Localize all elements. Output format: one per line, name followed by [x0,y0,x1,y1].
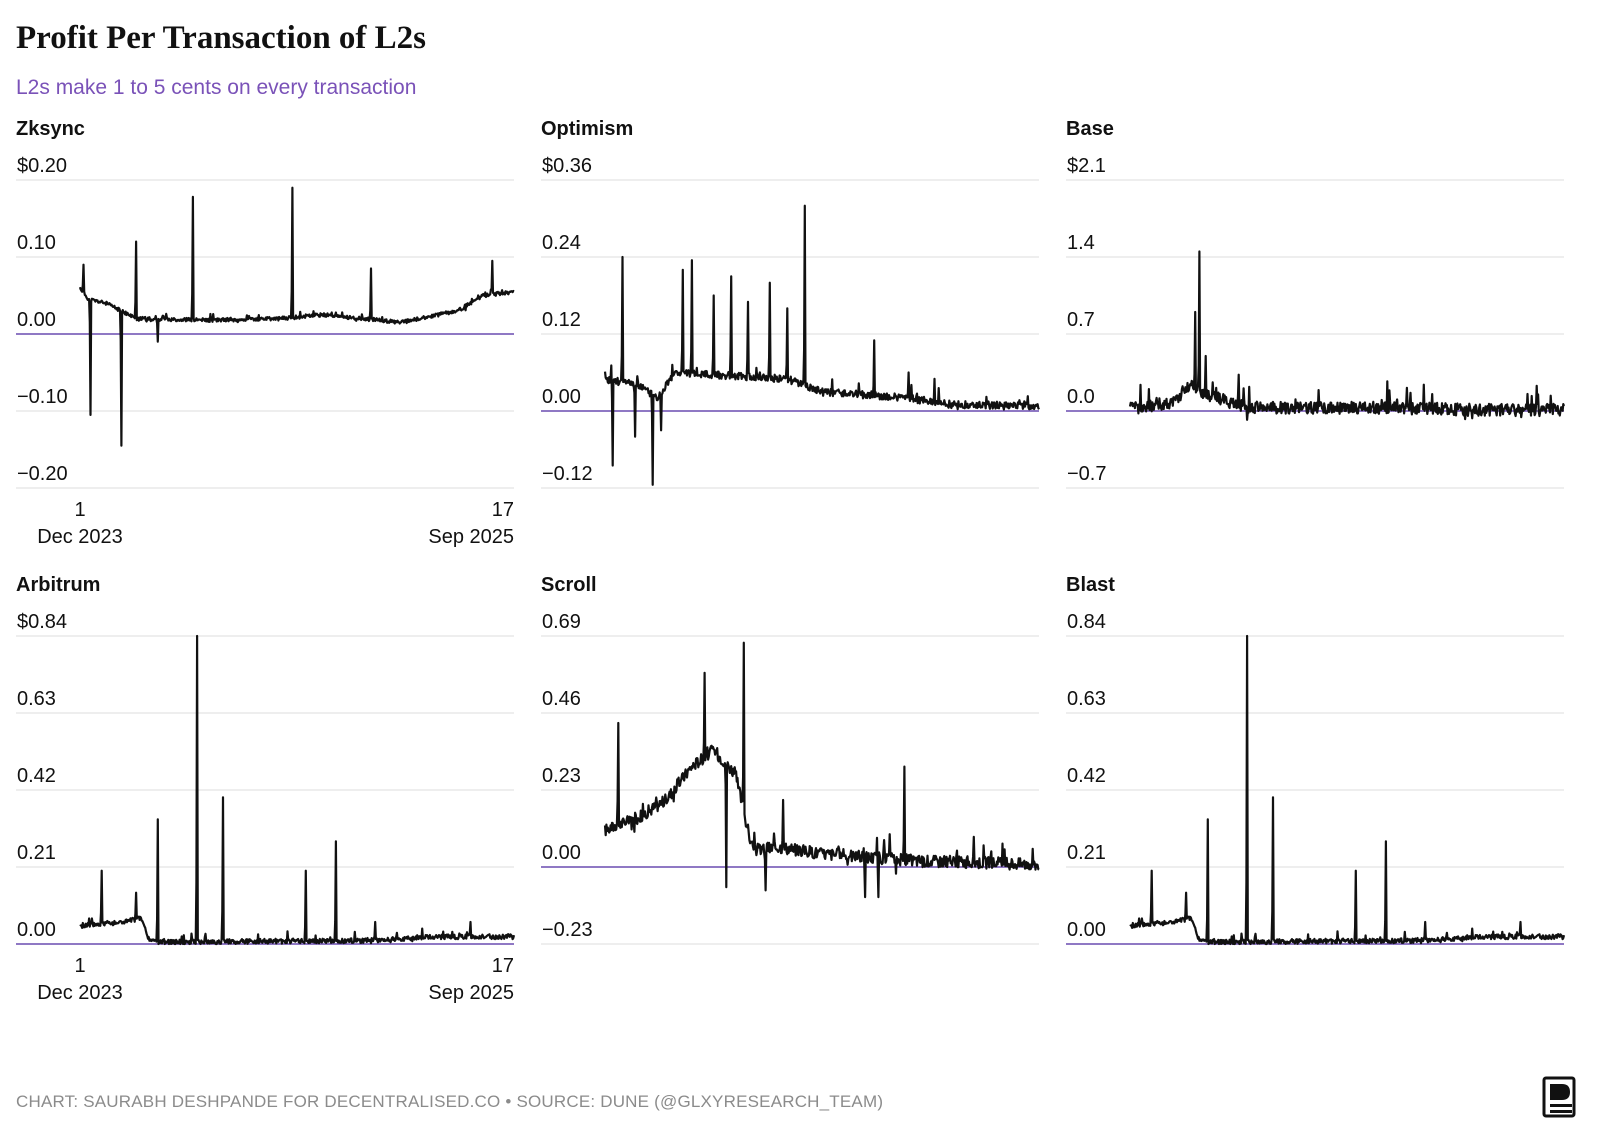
x-tick-label: Dec 2023 [37,982,123,1004]
x-tick-label: Sep 2025 [428,982,514,1004]
y-tick-label: 1.4 [1067,232,1095,254]
panel-title: Scroll [541,574,597,596]
x-tick-label: Dec 2023 [37,526,123,548]
y-tick-label: −0.23 [542,919,593,941]
y-tick-label: 0.24 [542,232,581,254]
panel-blast: Blast 0.84 0.63 0.42 0.21 0.00 [1066,574,1576,1014]
chart-title: Profit Per Transaction of L2s [16,20,427,56]
panel-title: Base [1066,118,1114,140]
y-tick-label: 0.46 [542,688,581,710]
y-tick-label: −0.7 [1067,463,1106,485]
chart-blast: 0.84 0.63 0.42 0.21 0.00 [1066,611,1566,946]
chart-base: $2.1 1.4 0.7 0.0 −0.7 [1066,155,1566,489]
series-line [1129,634,1566,946]
chart-scroll: 0.69 0.46 0.23 0.00 −0.23 [541,611,1040,945]
y-tick-label: 0.00 [542,842,581,864]
y-tick-label: 0.42 [17,765,56,787]
panel-zksync: Zksync $0.20 0.10 0.00 −0.10 −0.20 1 Dec 2023 1… [16,118,526,558]
panel-title: Zksync [16,118,85,140]
y-tick-label: 0.10 [17,232,56,254]
y-tick-label: 0.00 [542,386,581,408]
y-tick-label: $0.20 [17,155,67,177]
panel-scroll: Scroll 0.69 0.46 0.23 0.00 −0.23 [541,574,1051,1014]
y-tick-label: 0.21 [17,842,56,864]
decentralised-logo-icon [1542,1076,1576,1118]
chart-optimism: $0.36 0.24 0.12 0.00 −0.12 [541,155,1040,489]
y-tick-label: −0.10 [17,386,68,408]
y-tick-label: 0.12 [542,309,581,331]
x-tick-label: Sep 2025 [428,526,514,548]
series-line [1128,250,1566,421]
y-tick-label: 0.00 [17,919,56,941]
chart-subtitle: L2s make 1 to 5 cents on every transacti… [16,76,417,99]
y-tick-label: 0.63 [1067,688,1106,710]
series-line [603,204,1040,486]
y-tick-label: −0.12 [542,463,593,485]
panel-title: Blast [1066,574,1115,596]
x-tick-label: 17 [492,955,514,977]
x-tick-label: 17 [492,499,514,521]
y-tick-label: 0.69 [542,611,581,633]
panel-title: Optimism [541,118,634,140]
y-tick-label: $0.36 [542,155,592,177]
y-tick-label: 0.0 [1067,386,1095,408]
y-tick-label: 0.00 [1067,919,1106,941]
y-tick-label: $0.84 [17,611,67,633]
panel-title: Arbitrum [16,574,101,596]
y-tick-label: $2.1 [1067,155,1106,177]
y-tick-label: −0.20 [17,463,68,485]
chart-arbitrum: $0.84 0.63 0.42 0.21 0.00 1 Dec 2023 17 Sep 2025 [16,611,516,1004]
y-tick-label: 0.00 [17,309,56,331]
panel-base: Base $2.1 1.4 0.7 0.0 −0.7 [1066,118,1576,558]
series-line [79,634,516,946]
source-footer: CHART: SAURABH DESHPANDE FOR DECENTRALIS… [16,1092,884,1111]
series-line [603,641,1040,899]
x-tick-label: 1 [74,955,85,977]
y-tick-label: 0.21 [1067,842,1106,864]
chart-zksync: $0.20 0.10 0.00 −0.10 −0.20 1 Dec 2023 17 Sep 20… [16,155,515,548]
y-tick-label: 0.84 [1067,611,1106,633]
y-tick-label: 0.42 [1067,765,1106,787]
series-line [78,186,515,447]
x-tick-label: 1 [74,499,85,521]
y-tick-label: 0.63 [17,688,56,710]
panel-arbitrum: Arbitrum $0.84 0.63 0.42 0.21 0.00 1 Dec 2023 1… [16,574,526,1014]
panel-optimism: Optimism $0.36 0.24 0.12 0.00 −0.12 [541,118,1051,558]
y-tick-label: 0.23 [542,765,581,787]
y-tick-label: 0.7 [1067,309,1095,331]
